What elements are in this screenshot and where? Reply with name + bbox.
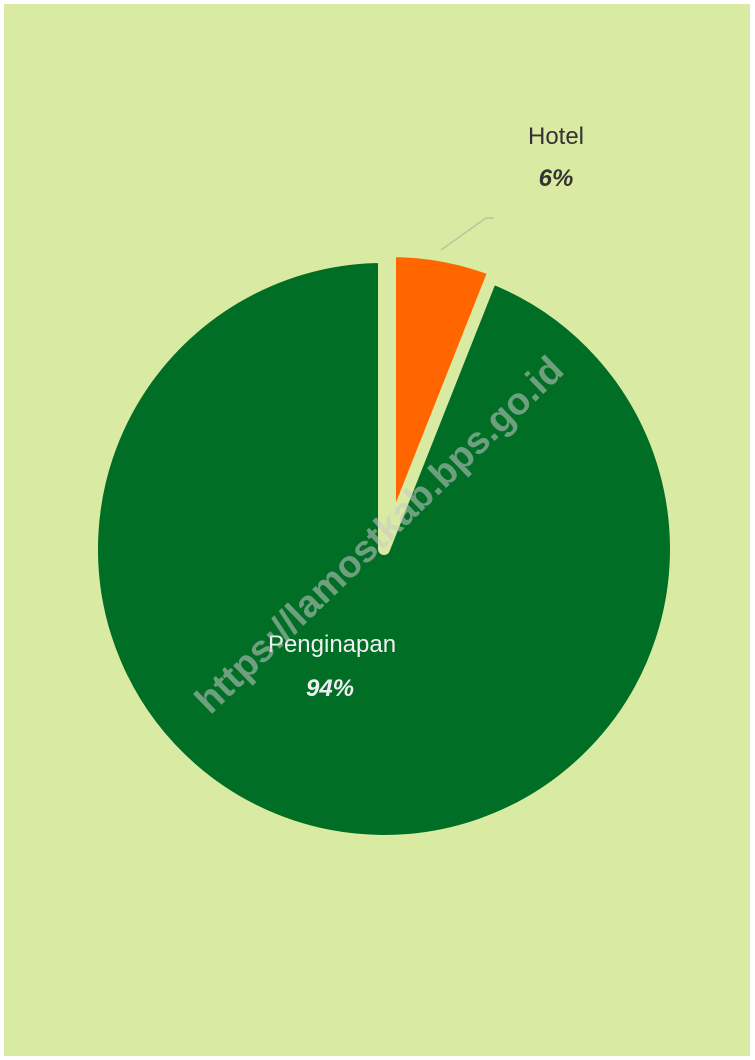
- chart-panel: Hotel 6% Penginapan 94% https://lamostka…: [4, 4, 750, 1056]
- pie-chart: Hotel 6% Penginapan 94% https://lamostka…: [86, 123, 682, 847]
- penginapan-percent: 94%: [306, 675, 354, 702]
- pie-slice-penginapan: [86, 251, 682, 847]
- hotel-leader-line: [440, 217, 494, 251]
- penginapan-label: Penginapan: [268, 631, 396, 658]
- pie-slices: [86, 245, 682, 847]
- hotel-label: Hotel: [528, 123, 584, 150]
- hotel-percent: 6%: [539, 165, 574, 192]
